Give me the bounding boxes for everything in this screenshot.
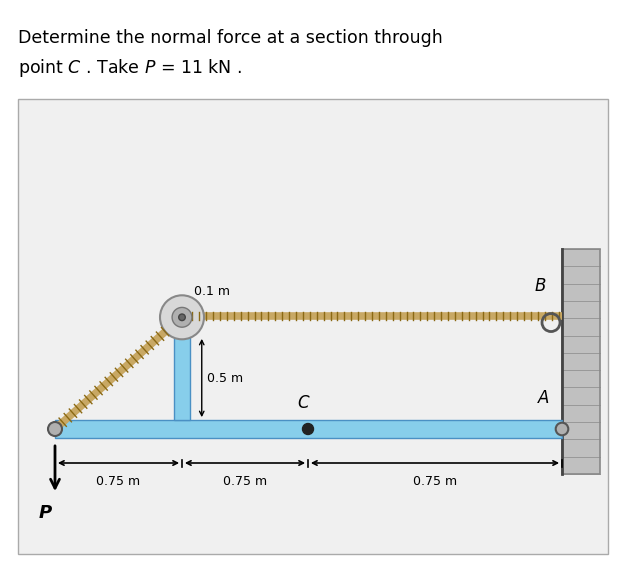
Text: C: C — [297, 394, 309, 412]
Text: 0.75 m: 0.75 m — [413, 475, 457, 488]
Circle shape — [48, 422, 62, 436]
Text: 0.1 m: 0.1 m — [194, 285, 230, 298]
Text: 0.75 m: 0.75 m — [97, 475, 141, 488]
Bar — [562, 249, 600, 474]
Circle shape — [179, 314, 186, 321]
Text: B: B — [534, 277, 546, 294]
Text: P: P — [38, 504, 52, 522]
Text: 0.75 m: 0.75 m — [223, 475, 267, 488]
Circle shape — [556, 423, 569, 435]
Circle shape — [172, 307, 192, 327]
Bar — [174, 336, 190, 420]
Bar — [55, 420, 562, 438]
Circle shape — [302, 423, 314, 434]
Text: 0.5 m: 0.5 m — [207, 371, 243, 384]
Text: point $C$ . Take $P$ = 11 kN .: point $C$ . Take $P$ = 11 kN . — [18, 57, 242, 79]
Text: Determine the normal force at a section through: Determine the normal force at a section … — [18, 29, 443, 47]
FancyBboxPatch shape — [18, 99, 608, 554]
Circle shape — [160, 296, 204, 339]
Text: A: A — [538, 389, 550, 407]
